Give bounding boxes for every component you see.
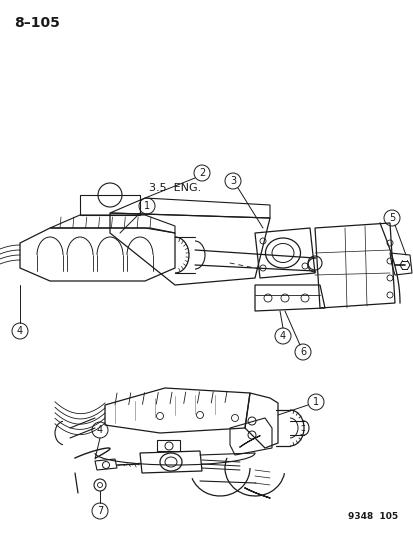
Text: 3: 3 — [229, 176, 235, 186]
Text: 8–105: 8–105 — [14, 16, 60, 30]
Text: 5: 5 — [388, 213, 394, 223]
Text: 3.5  ENG.: 3.5 ENG. — [149, 183, 201, 193]
Text: 4: 4 — [279, 331, 285, 341]
Text: 4: 4 — [17, 326, 23, 336]
Text: 1: 1 — [312, 397, 318, 407]
Text: 7: 7 — [97, 506, 103, 516]
Text: 4: 4 — [97, 425, 103, 435]
Text: 2: 2 — [198, 168, 204, 178]
Text: 1: 1 — [144, 201, 150, 211]
Text: 9348  105: 9348 105 — [347, 512, 397, 521]
Text: 6: 6 — [299, 347, 305, 357]
